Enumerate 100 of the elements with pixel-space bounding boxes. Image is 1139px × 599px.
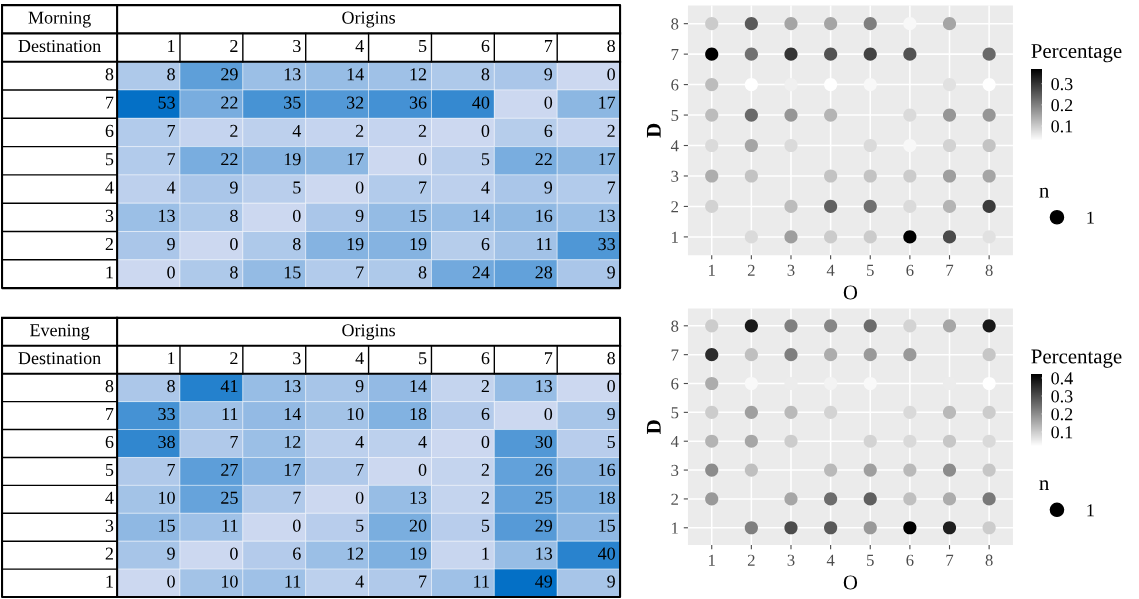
y-tick-label: 4 (670, 140, 679, 152)
legend-title: n (1039, 187, 1050, 198)
data-label: 17 (599, 153, 616, 166)
x-tick-label: 3 (293, 39, 301, 53)
data-label: 36 (409, 96, 427, 109)
data-label: 4 (355, 435, 364, 448)
data-label: 4 (166, 181, 176, 194)
data-label: 13 (410, 491, 427, 504)
data-label: 7 (293, 491, 301, 504)
data-label: 29 (535, 519, 553, 532)
color-bar-label: 0.1 (1051, 120, 1073, 133)
data-label: 17 (284, 463, 301, 476)
x-tick-label: 2 (747, 264, 755, 276)
x-tick-label: 8 (607, 352, 615, 365)
data-label: 9 (167, 238, 175, 251)
data-label: 11 (222, 408, 238, 420)
data-label: 6 (544, 124, 553, 137)
data-label: 2 (230, 124, 238, 137)
data-label: 19 (410, 547, 427, 560)
x-tick-label: 7 (544, 352, 553, 365)
y-tick-label: 1 (672, 522, 678, 534)
data-label: 14 (473, 209, 490, 222)
data-label: 0 (167, 266, 175, 279)
data-label: 16 (599, 463, 616, 476)
data-label: 13 (536, 547, 553, 560)
y-tick-label: 6 (671, 79, 679, 91)
data-label: 9 (230, 181, 238, 194)
chart-title: Evening (30, 324, 90, 341)
y-tick-label: 3 (671, 170, 679, 182)
data-label: 4 (292, 124, 302, 137)
y-tick-label: 5 (105, 153, 114, 166)
data-label: 9 (607, 575, 615, 588)
data-label: 5 (356, 519, 364, 532)
x-axis-title: O (843, 575, 858, 590)
data-label: 10 (347, 407, 364, 421)
color-bar-label: 0.4 (1051, 372, 1073, 385)
data-label: 8 (167, 380, 175, 393)
chart-title: Morning (28, 11, 91, 28)
data-label: 26 (535, 463, 553, 476)
data-label: 15 (599, 519, 615, 532)
data-label: 4 (481, 181, 490, 194)
y-tick-label: 2 (671, 201, 679, 213)
x-tick-label: 1 (168, 352, 175, 365)
y-tick-label: 6 (671, 378, 679, 390)
data-label: 8 (167, 68, 175, 81)
data-label: 0 (544, 96, 553, 109)
x-tick-label: 1 (168, 39, 175, 52)
data-label: 9 (355, 209, 364, 222)
data-label: 27 (221, 463, 238, 476)
x-tick-label: 6 (481, 39, 490, 53)
x-tick-label: 2 (230, 352, 238, 365)
x-axis-title: Origins (342, 324, 396, 341)
x-tick-label: 2 (230, 39, 238, 52)
data-label: 4 (355, 575, 364, 588)
data-label: 15 (410, 209, 427, 222)
data-label: 7 (356, 463, 364, 476)
y-tick-label: 8 (671, 18, 679, 30)
data-label: 0 (607, 68, 615, 81)
data-label: 11 (537, 238, 552, 251)
data-label: 15 (159, 519, 175, 532)
y-axis-title: Destination (18, 352, 101, 365)
data-label: 13 (536, 380, 553, 393)
data-label: 25 (535, 491, 553, 504)
x-tick-label: 3 (293, 352, 301, 365)
data-label: 7 (419, 181, 427, 194)
data-label: 10 (221, 575, 238, 588)
data-label: 40 (597, 547, 615, 560)
x-tick-label: 3 (787, 264, 795, 276)
data-label: 2 (418, 124, 427, 137)
data-label: 9 (355, 380, 364, 393)
data-label: 29 (221, 68, 238, 81)
x-tick-label: 4 (355, 40, 364, 52)
data-label: 6 (481, 238, 490, 251)
x-tick-label: 3 (787, 554, 795, 566)
y-tick-label: 3 (105, 519, 114, 532)
x-tick-label: 5 (867, 554, 874, 566)
data-label: 41 (220, 380, 238, 393)
data-label: 14 (410, 380, 427, 393)
data-label: 4 (418, 435, 427, 448)
data-label: 0 (167, 575, 175, 588)
data-label: 32 (346, 96, 364, 109)
x-tick-label: 2 (747, 554, 755, 566)
data-label: 8 (292, 238, 301, 251)
color-bar-label: 0.1 (1051, 426, 1073, 439)
y-tick-label: 5 (671, 109, 679, 121)
y-tick-label: 5 (671, 407, 679, 419)
data-label: 49 (535, 575, 553, 588)
data-label: 0 (418, 463, 427, 476)
data-label: 14 (284, 408, 302, 420)
data-label: 8 (230, 209, 238, 222)
y-axis-title: Destination (18, 39, 101, 53)
y-tick-label: 8 (105, 68, 114, 81)
x-tick-label: 8 (607, 39, 615, 53)
data-label: 0 (481, 435, 490, 449)
data-label: 17 (347, 153, 364, 166)
data-label: 20 (409, 519, 427, 532)
x-tick-label: 1 (709, 554, 715, 566)
x-tick-label: 4 (826, 264, 835, 276)
y-tick-label: 1 (672, 231, 678, 243)
data-label: 7 (419, 575, 427, 588)
